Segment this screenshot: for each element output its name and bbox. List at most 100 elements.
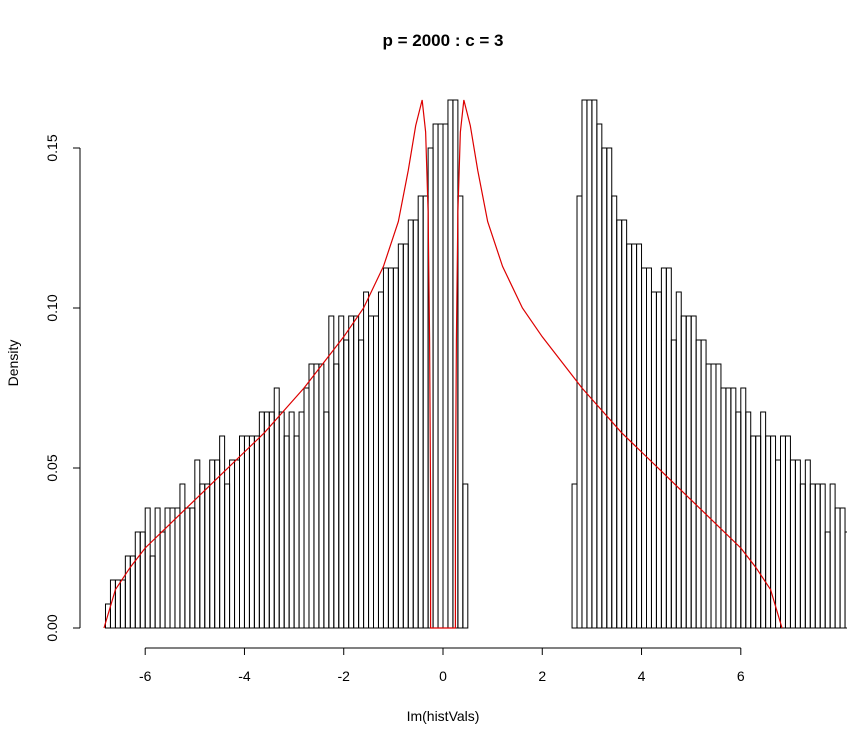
histogram-bar — [780, 435, 786, 629]
histogram-bar — [214, 459, 221, 629]
histogram-bar — [765, 435, 772, 629]
x-tick-label: 0 — [439, 668, 447, 684]
histogram-bar — [234, 459, 240, 629]
y-axis: 0.00 0.05 0.10 0.15 — [44, 134, 81, 642]
histogram-bar — [730, 387, 737, 629]
histogram-bar — [268, 411, 275, 629]
histogram-bar — [700, 339, 707, 629]
histogram-bar — [134, 531, 141, 629]
chart-title: p = 2000 : c = 3 — [383, 31, 504, 50]
histogram-bar — [447, 99, 454, 629]
histogram-bar — [353, 315, 360, 629]
histogram-bar — [650, 291, 657, 629]
density-curve — [103, 99, 783, 629]
histogram-bar — [397, 243, 404, 629]
histogram-bar — [804, 459, 811, 629]
histogram-bar — [313, 363, 320, 629]
histogram-bar — [844, 531, 847, 629]
histogram-bar — [278, 411, 285, 629]
histogram-bar — [363, 291, 370, 629]
x-tick-label: -2 — [338, 668, 351, 684]
histogram-bar — [586, 99, 593, 629]
histogram-bar — [382, 267, 389, 629]
histogram-bar — [144, 507, 151, 629]
histogram-bar — [248, 435, 255, 629]
histogram-bar — [174, 507, 181, 629]
histogram-bar — [373, 315, 379, 629]
histogram-bar — [750, 435, 757, 629]
histogram-bar — [665, 267, 672, 629]
histogram-bar — [318, 363, 325, 629]
histogram-bar — [611, 195, 618, 629]
histogram-bar — [199, 483, 206, 629]
histogram-bar — [333, 363, 340, 629]
histogram-bar — [124, 555, 131, 629]
histogram-bar — [745, 411, 752, 629]
histogram-bar — [809, 483, 816, 629]
histogram-bar — [169, 507, 176, 629]
histogram-bar — [239, 435, 245, 629]
histogram-bar — [576, 195, 583, 629]
histogram-bar — [243, 435, 250, 629]
histogram-bar — [303, 387, 310, 629]
histogram-bar — [596, 123, 603, 629]
histogram-bar — [219, 435, 226, 629]
histogram-bar — [417, 195, 424, 629]
histogram-bar — [829, 483, 836, 629]
histogram-bar — [422, 195, 429, 629]
histogram-bar — [824, 531, 831, 629]
histogram-bar — [258, 411, 265, 629]
histogram-bar — [288, 411, 295, 629]
histogram-bar — [725, 387, 732, 629]
histogram-bar — [794, 459, 801, 629]
histogram-bar — [606, 147, 613, 629]
histogram-bar — [581, 99, 588, 629]
histogram-bar — [224, 483, 231, 629]
histogram-bar — [646, 267, 652, 629]
histogram-bar — [139, 531, 146, 629]
histogram-bar — [229, 459, 236, 629]
histogram-bar — [204, 483, 211, 629]
histogram-bar — [591, 99, 598, 629]
x-tick-label: 4 — [638, 668, 646, 684]
histogram-bar — [601, 147, 608, 629]
histogram-bar — [273, 387, 280, 629]
histogram-bar — [784, 435, 791, 629]
histogram-bar — [660, 267, 667, 629]
histogram-bar — [631, 243, 638, 629]
histogram-bar — [755, 435, 762, 629]
histogram-bar — [114, 579, 121, 629]
histogram-bar — [626, 243, 633, 629]
histogram-bar — [348, 315, 355, 629]
histogram-bar — [715, 363, 722, 629]
histogram-bar — [358, 339, 365, 629]
histogram-bar — [695, 339, 702, 629]
histogram-bar — [253, 435, 260, 629]
x-tick-label: 2 — [538, 668, 546, 684]
histogram-bar — [814, 483, 821, 629]
histogram-bar — [789, 459, 796, 629]
y-axis-label: Density — [5, 340, 21, 387]
histogram-bar — [457, 195, 464, 629]
histogram-bars — [104, 99, 847, 629]
histogram-bar — [735, 411, 742, 629]
histogram-bar — [641, 267, 647, 629]
histogram-bar — [655, 291, 662, 629]
histogram-bar — [328, 315, 335, 629]
histogram-bar — [159, 531, 166, 629]
histogram-bar — [283, 435, 290, 629]
histogram-bar — [412, 219, 419, 629]
histogram-bar — [189, 507, 196, 629]
histogram-bar — [179, 483, 186, 629]
histogram-bar — [402, 243, 409, 629]
x-axis-label: Im(histVals) — [407, 708, 480, 724]
histogram-bar — [621, 219, 628, 629]
histogram-bar — [437, 123, 444, 629]
histogram-bar — [343, 339, 350, 629]
histogram-bar — [740, 387, 747, 629]
histogram-bar — [799, 483, 806, 629]
histogram-bar — [710, 363, 717, 629]
histogram-bar — [194, 459, 201, 629]
histogram-bar — [149, 555, 156, 629]
